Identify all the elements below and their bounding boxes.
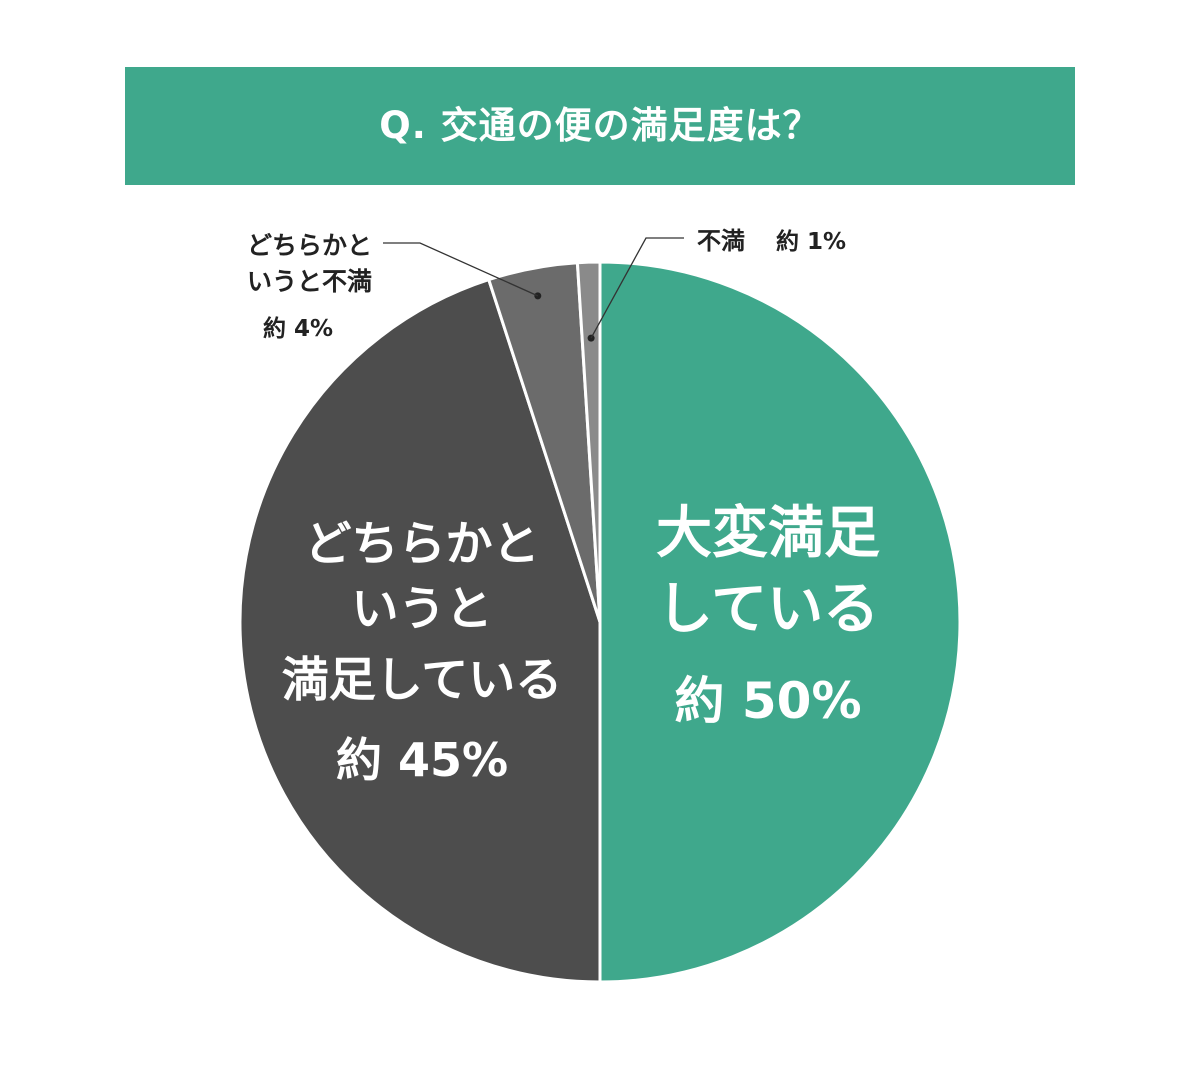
slice-value-1: 約 50% (674, 672, 861, 730)
slice-label-2-line-1: どちらかと (305, 517, 540, 572)
pie-slice-1 (598, 260, 962, 984)
slice-value-2: 約 45% (336, 733, 508, 787)
title-banner: Q. 交通の便の満足度は？ (125, 67, 1075, 185)
chart-title: Q. 交通の便の満足度は？ (379, 104, 821, 147)
slice-label-1-line-1: 大変満足 (656, 501, 880, 566)
pie-slice-4 (575, 260, 602, 623)
slice-label-2-line-3: 満足している (282, 653, 563, 708)
slice-value-3: 約 4% (263, 315, 333, 342)
leader-lines (383, 237, 684, 342)
slice-label-3-line-1: どちらかと (247, 231, 372, 260)
leader-line-4 (590, 237, 684, 339)
pie-slice-2 (238, 277, 602, 984)
slice-label-3-line-2: いうと不満 (247, 267, 372, 296)
slice-label-4-line-1: 不満 (697, 227, 745, 255)
slice-value-4: 約 1% (776, 228, 846, 255)
pie-slices (238, 260, 962, 984)
slice-label-2-line-2: いうと (352, 582, 493, 637)
slice-label-1-line-2: している (657, 577, 879, 642)
leader-line-3 (383, 242, 539, 297)
